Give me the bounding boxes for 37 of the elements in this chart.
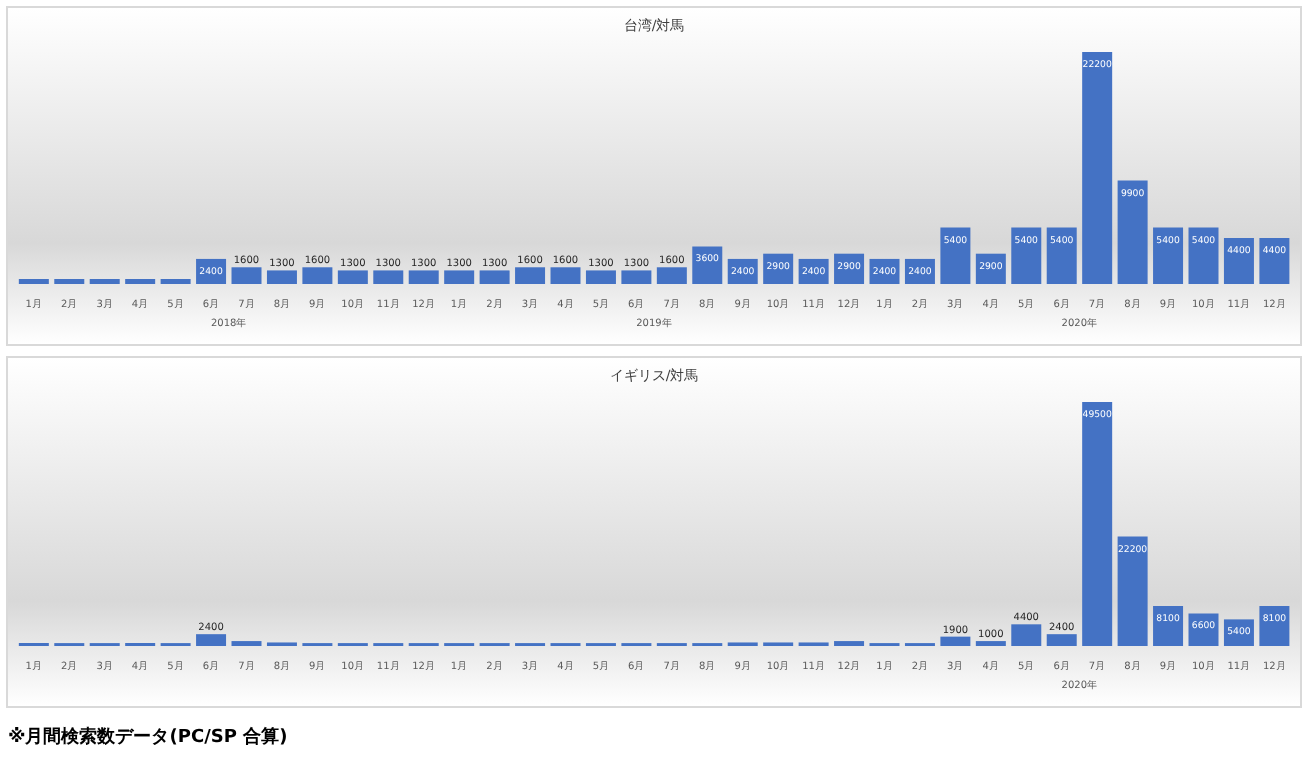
bar xyxy=(1046,227,1077,284)
bar xyxy=(1117,536,1148,646)
bar xyxy=(1011,624,1042,646)
bar xyxy=(479,270,510,284)
bar xyxy=(160,278,191,284)
bar xyxy=(302,267,333,284)
bar xyxy=(1153,606,1184,646)
bar xyxy=(585,270,616,284)
bar xyxy=(1223,238,1254,284)
bar xyxy=(1259,606,1290,646)
bar xyxy=(231,267,262,284)
bar xyxy=(1082,402,1113,646)
bar xyxy=(54,278,85,284)
bar xyxy=(692,246,723,284)
bar xyxy=(337,270,368,284)
bar xyxy=(444,270,475,284)
bar xyxy=(1153,227,1184,284)
bar xyxy=(1188,227,1219,284)
bar xyxy=(550,267,581,284)
bar xyxy=(89,278,120,284)
bar xyxy=(940,636,971,646)
bar xyxy=(621,270,652,284)
bar xyxy=(1046,634,1077,646)
bar xyxy=(1117,180,1148,284)
bar xyxy=(196,634,227,646)
bar xyxy=(940,227,971,284)
bar xyxy=(408,270,439,284)
bar xyxy=(373,270,404,284)
bar xyxy=(125,278,156,284)
bar xyxy=(1082,52,1113,284)
bar xyxy=(18,278,49,284)
bar xyxy=(1011,227,1042,284)
bar xyxy=(266,270,297,284)
bar xyxy=(656,267,687,284)
bar xyxy=(1259,238,1290,284)
text: ※月間検索数データ(PC/SP 合算) xyxy=(8,724,288,750)
bar xyxy=(515,267,546,284)
